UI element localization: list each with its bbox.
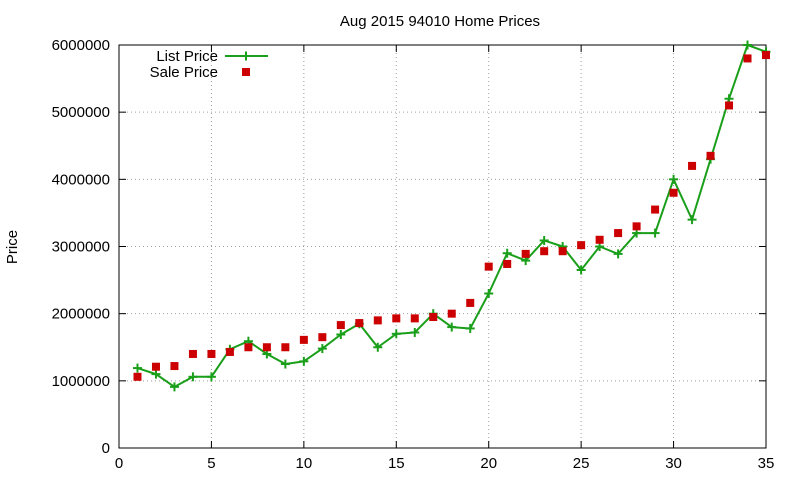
list-price-point [151,369,161,379]
y-tick-label: 0 [102,440,110,457]
x-tick-label: 10 [296,455,313,472]
sale-price-point [651,205,660,214]
sale-price-point [318,333,327,342]
plot-frame [118,44,767,449]
sale-price-point [410,314,419,323]
x-tick-label: 20 [480,455,497,472]
y-axis-label: Price [4,230,21,264]
legend: List Price Sale Price [150,48,268,81]
list-price-point [539,235,549,245]
list-price-point [206,372,216,382]
y-tick-label: 4000000 [52,171,110,188]
sale-price-point [558,247,567,256]
sale-price-point [207,349,216,358]
sale-price-point [484,262,493,271]
list-price-point [484,289,494,299]
sale-price-point [355,319,364,328]
sale-price-point [688,161,697,170]
x-tick-label: 0 [115,455,123,472]
y-tick-label: 5000000 [52,104,110,121]
y-tick-label: 3000000 [52,239,110,256]
list-price-point [373,342,383,352]
sale-price-point [595,235,604,244]
list-price-point [132,363,142,373]
list-price-point [669,174,679,184]
sale-price-point [577,241,586,250]
sale-price-point [521,249,530,258]
list-price-point [576,265,586,275]
sale-price-point [503,259,512,268]
list-price-point [743,40,753,50]
sale-price-point [762,51,770,60]
y-tick-label: 1000000 [52,373,110,390]
x-tick-label: 15 [388,455,405,472]
list-price-point [687,215,697,225]
sale-price-point [540,247,549,256]
grid-layer [119,45,766,448]
list-price-point [299,356,309,366]
y-tick-label: 2000000 [52,306,110,323]
sale-price-point [299,335,308,344]
x-tick-label: 30 [665,455,682,472]
chart-title: Aug 2015 94010 Home Prices [340,13,540,30]
legend-label-sale-price: Sale Price [150,64,218,81]
sale-price-point [725,101,734,110]
sale-price-point [373,316,382,325]
list-price-point [391,329,401,339]
sale-price-point [392,314,401,323]
sale-price-point [151,362,160,371]
list-price-point [410,327,420,337]
sale-price-point [466,298,475,307]
sale-price-point [632,222,641,231]
list-price-point [650,228,660,238]
sale-price-point [188,349,197,358]
list-price-point [465,323,475,333]
sale-price-point [669,188,678,197]
list-price-point [188,372,198,382]
sale-price-point [281,343,290,352]
sale-price-point [262,343,271,352]
legend-marker-list-price [241,51,251,61]
list-price-point [336,329,346,339]
sale-price-point [244,343,253,352]
sale-price-point [706,151,715,160]
sale-price-point [447,309,456,318]
list-price-point [447,322,457,332]
sale-price-point [614,229,623,238]
list-price-point [280,359,290,369]
sale-price-point [743,54,752,63]
sale-price-point [429,313,438,322]
sale-price-point [133,372,142,381]
legend-label-list-price: List Price [156,48,218,65]
x-tick-label: 5 [207,455,215,472]
list-price-point [613,249,623,259]
legend-marker-sale-price [242,68,250,76]
x-tick-label: 25 [573,455,590,472]
list-price-point [169,382,179,392]
sale-price-point [170,362,179,371]
series-layer [132,40,771,392]
y-tick-label: 6000000 [52,37,110,54]
sale-price-point [336,321,345,330]
axis-layer: 0 5 10 15 20 25 30 35 0 1000000 2000000 3000000 4000… [52,37,775,472]
legend-sample-list-price [225,51,268,61]
list-price-line [137,44,767,388]
list-price-point [317,344,327,354]
legend-sample-sale-price [242,68,250,76]
list-price-point [502,248,512,258]
x-tick-label: 35 [758,455,775,472]
sale-price-point [225,347,234,356]
